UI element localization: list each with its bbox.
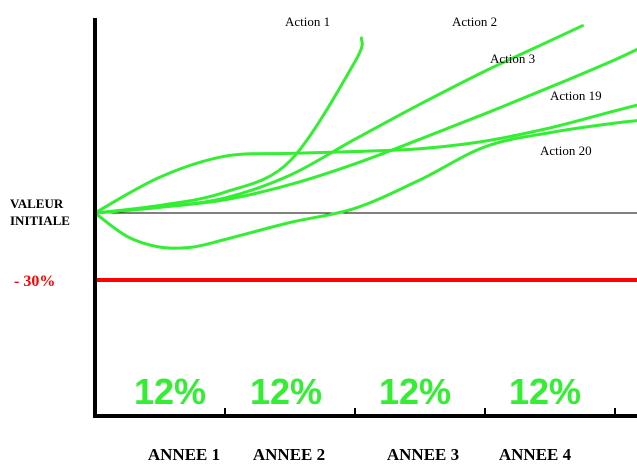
series-line-action-3: [93, 47, 637, 215]
category-label-3: ANNEE 3: [387, 445, 459, 464]
series-label-action-1: Action 1: [285, 14, 330, 29]
series-labels: Action 1 Action 2 Action 3 Action 19 Action …: [285, 14, 602, 158]
series-line-action-20: [93, 119, 637, 250]
series-group: [93, 24, 637, 250]
baseline-label: VALEUR: [10, 196, 64, 211]
category-label-1: ANNEE 1: [148, 445, 220, 464]
interval-label-2: 12%: [250, 371, 322, 412]
x-axis-ticks: [224, 408, 616, 416]
series-line-action-1: [93, 36, 364, 215]
category-label-2: ANNEE 2: [253, 445, 325, 464]
interval-label-4: 12%: [509, 371, 581, 412]
series-line-action-19: [93, 103, 637, 215]
interval-label-1: 12%: [134, 371, 206, 412]
series-label-action-19: Action 19: [550, 88, 602, 103]
category-label-4: ANNEE 4: [499, 445, 572, 464]
series-label-action-3: Action 3: [490, 51, 535, 66]
interval-label-3: 12%: [379, 371, 451, 412]
threshold-label: - 30%: [14, 273, 55, 290]
series-label-action-2: Action 2: [452, 14, 497, 29]
baseline-label-line2: INITIALE: [10, 213, 70, 228]
series-label-action-20: Action 20: [540, 143, 592, 158]
category-labels: ANNEE 1 ANNEE 2 ANNEE 3 ANNEE 4: [148, 445, 572, 464]
interval-labels: 12% 12% 12% 12%: [134, 371, 581, 412]
